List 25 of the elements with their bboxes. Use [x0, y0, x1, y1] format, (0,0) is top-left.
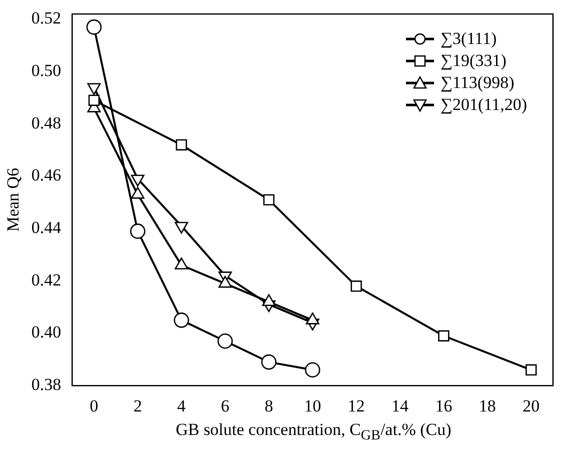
legend-label: ∑3(111): [440, 28, 497, 50]
y-axis-title: Mean Q6: [4, 168, 23, 232]
x-tick-label: 2: [133, 396, 142, 416]
y-tick-label: 0.52: [31, 8, 62, 28]
y-tick-label: 0.48: [31, 113, 62, 132]
y-tick-label: 0.42: [31, 270, 62, 290]
x-tick-label: 18: [478, 396, 496, 416]
legend-label: ∑201(11,20): [440, 94, 527, 116]
y-tick-label: 0.38: [31, 375, 62, 394]
x-tick-label: 20: [522, 396, 540, 416]
x-axis-title: GB solute concentration, C$_{GB}$/at.% (Cu): [174, 420, 452, 444]
x-tick-label: 0: [90, 396, 98, 416]
x-tick-label: 12: [348, 396, 365, 416]
x-tick-label: 6: [220, 396, 230, 416]
x-tick-label: 16: [435, 396, 452, 416]
legend-label: ∑19(331): [440, 50, 506, 72]
x-tick-label: 10: [304, 396, 322, 416]
y-tick-label: 0.50: [31, 61, 62, 80]
x-tick-label: 14: [392, 396, 409, 416]
y-tick-label: 0.40: [31, 322, 62, 342]
y-tick-label: 0.44: [31, 218, 62, 238]
legend-label: ∑113(998): [440, 72, 514, 94]
x-tick-label: 8: [264, 396, 274, 416]
y-tick-label: 0.46: [31, 166, 62, 185]
x-tick-label: 4: [177, 396, 186, 416]
